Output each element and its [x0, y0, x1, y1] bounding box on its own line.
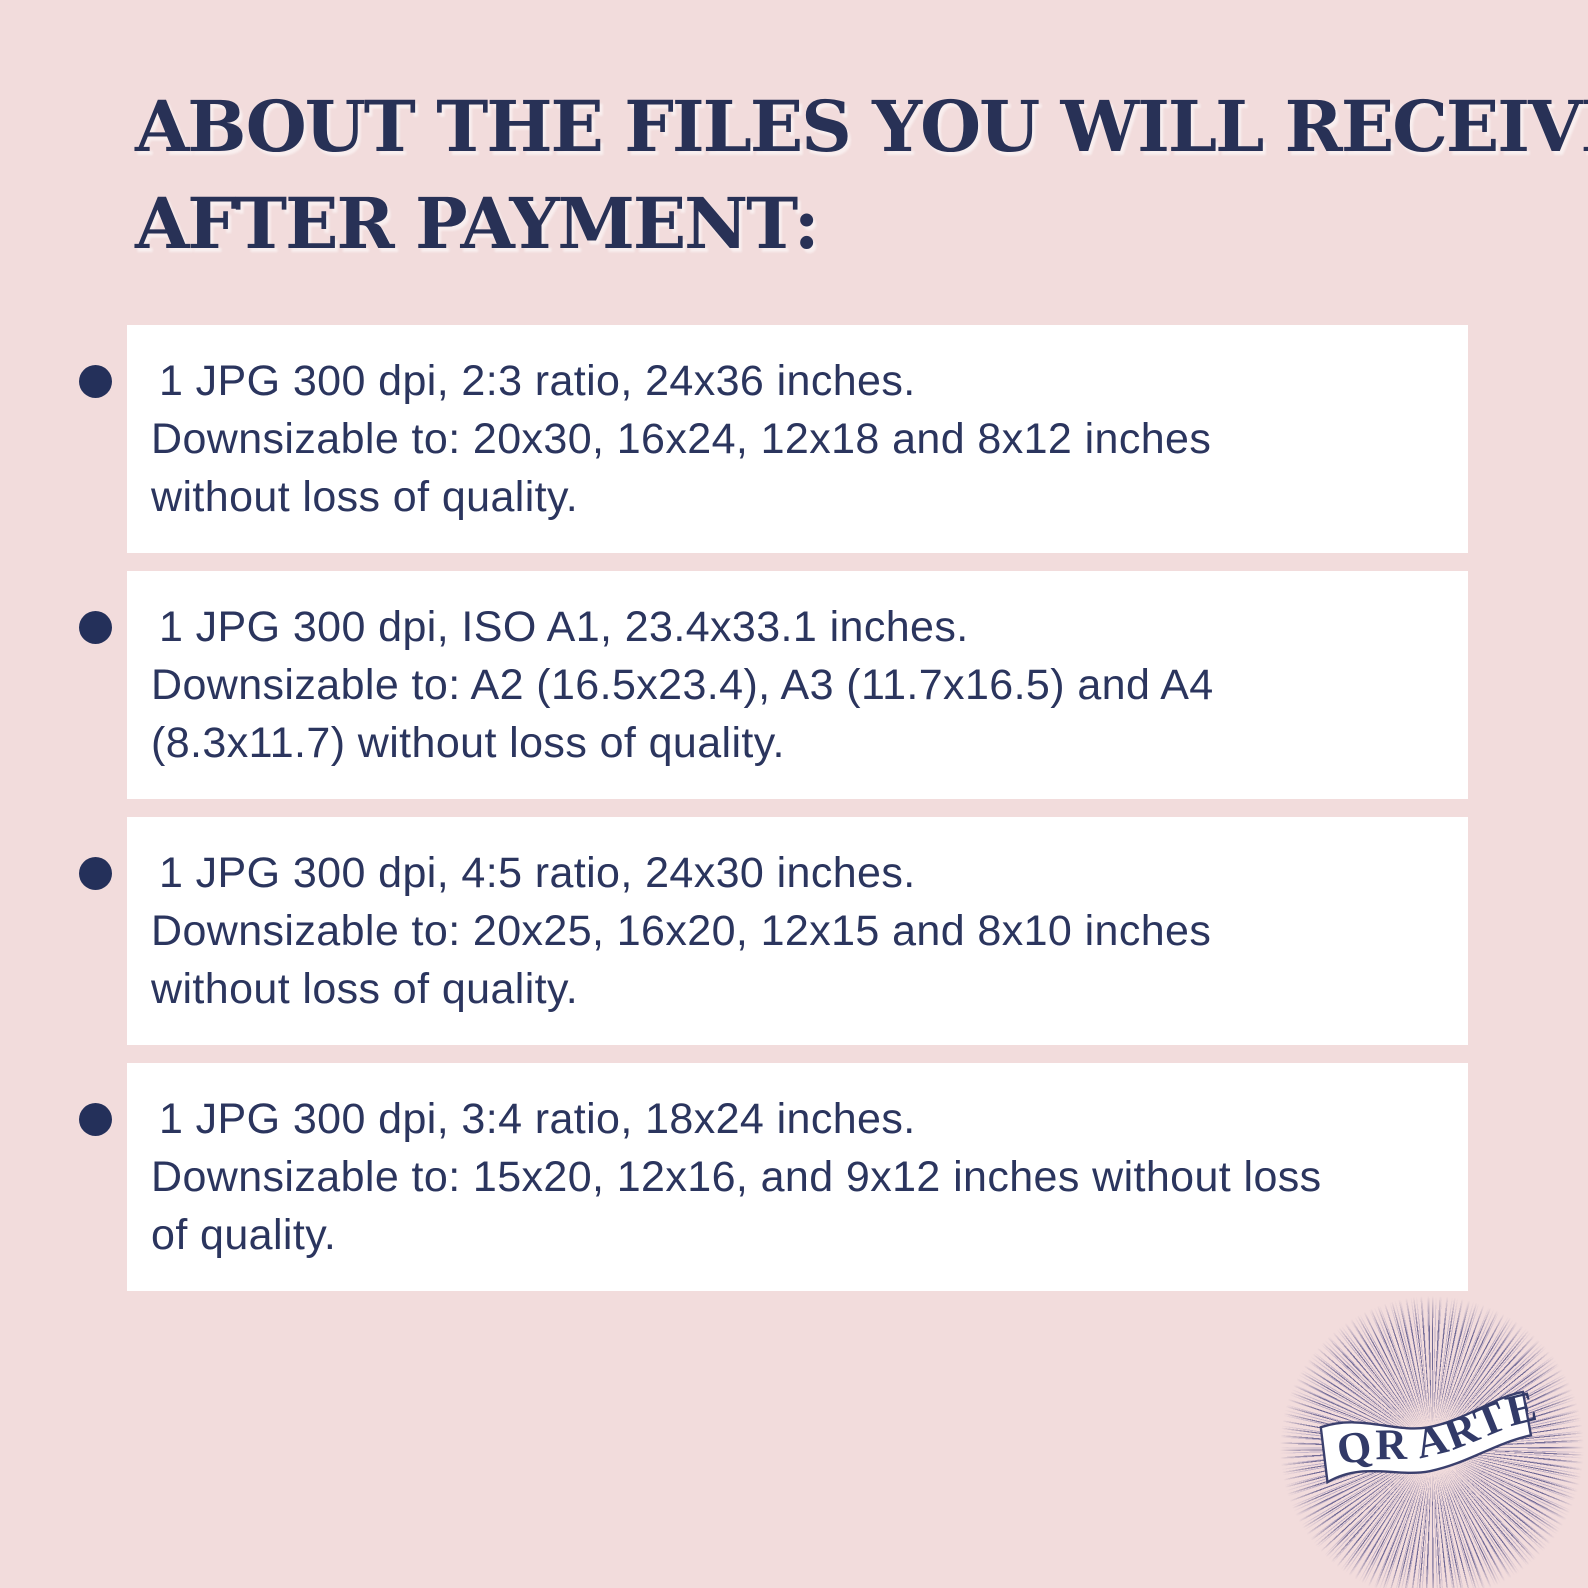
file-card-line: Downsizable to: 20x25, 16x20, 12x15 and …	[151, 907, 1212, 955]
file-card-line: 1 JPG 300 dpi, ISO A1, 23.4x33.1 inches.	[159, 603, 969, 651]
file-card-3-4-ratio: 1 JPG 300 dpi, 3:4 ratio, 18x24 inches. …	[127, 1063, 1468, 1291]
file-card-line: without loss of quality.	[151, 473, 579, 521]
file-card-2-3-ratio: 1 JPG 300 dpi, 2:3 ratio, 24x36 inches. …	[127, 325, 1468, 553]
file-card-line: of quality.	[151, 1211, 337, 1259]
ribbon-banner-icon: QR ARTE	[1319, 1381, 1545, 1485]
file-card-4-5-ratio: 1 JPG 300 dpi, 4:5 ratio, 24x30 inches. …	[127, 817, 1468, 1045]
bullet-dot-icon	[79, 611, 112, 644]
list-item: 1 JPG 300 dpi, 2:3 ratio, 24x36 inches. …	[79, 325, 1468, 553]
logo-text: QR ARTE	[1332, 1381, 1545, 1474]
list-item: 1 JPG 300 dpi, ISO A1, 23.4x33.1 inches.…	[79, 571, 1468, 799]
bullet-dot-icon	[79, 857, 112, 890]
file-card-line: 1 JPG 300 dpi, 2:3 ratio, 24x36 inches.	[159, 357, 916, 405]
list-item: 1 JPG 300 dpi, 3:4 ratio, 18x24 inches. …	[79, 1063, 1468, 1291]
file-card-line: Downsizable to: 15x20, 12x16, and 9x12 i…	[151, 1153, 1322, 1201]
qr-arte-logo: QR ARTE	[1272, 1288, 1588, 1588]
file-card-line: 1 JPG 300 dpi, 3:4 ratio, 18x24 inches.	[159, 1095, 916, 1143]
page-title-line-2: AFTER PAYMENT:	[135, 182, 820, 265]
bullet-dot-icon	[79, 365, 112, 398]
bullet-dot-icon	[79, 1103, 112, 1136]
page-title: ABOUT THE FILES YOU WILL RECEIVE AFTER P…	[135, 78, 1588, 272]
file-card-line: Downsizable to: 20x30, 16x24, 12x18 and …	[151, 415, 1212, 463]
file-card-line: Downsizable to: A2 (16.5x23.4), A3 (11.7…	[151, 661, 1214, 709]
list-item: 1 JPG 300 dpi, 4:5 ratio, 24x30 inches. …	[79, 817, 1468, 1045]
page-title-line-1: ABOUT THE FILES YOU WILL RECEIVE	[135, 85, 1588, 168]
file-card-line: 1 JPG 300 dpi, 4:5 ratio, 24x30 inches.	[159, 849, 916, 897]
file-card-line: (8.3x11.7) without loss of quality.	[151, 719, 785, 767]
ribbon-shape	[1319, 1390, 1533, 1485]
file-list: 1 JPG 300 dpi, 2:3 ratio, 24x36 inches. …	[79, 325, 1468, 1309]
file-card-line: without loss of quality.	[151, 965, 579, 1013]
file-card-iso-a1: 1 JPG 300 dpi, ISO A1, 23.4x33.1 inches.…	[127, 571, 1468, 799]
